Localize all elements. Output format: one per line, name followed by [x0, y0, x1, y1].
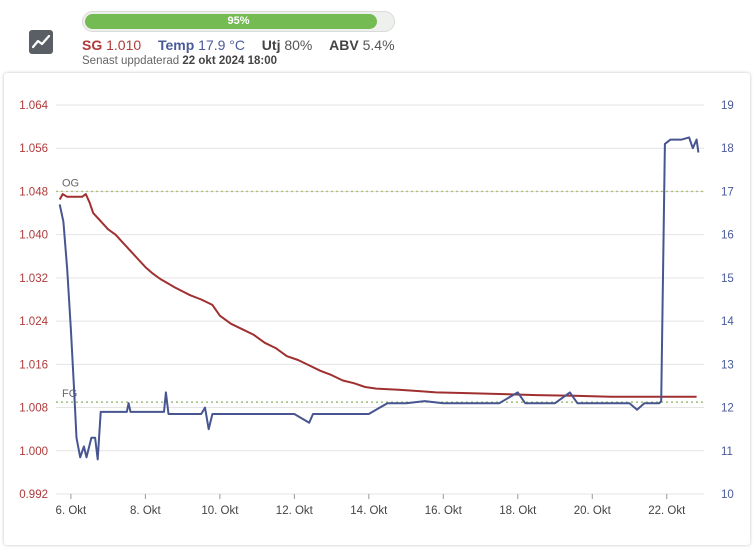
y-right-tick-label: 15 — [721, 273, 734, 285]
y-right-tick-label: 18 — [721, 143, 734, 155]
fermentation-chart[interactable]: 1.064 1.056 1.048 1.040 1.032 1.024 1.016 1.008… — [4, 73, 750, 545]
y-left-tick-label: 1.048 — [19, 186, 48, 198]
x-tick-label: 16. Okt — [425, 505, 463, 517]
stats-row: SG 1.010 Temp 17.9 °C Utj 80% ABV 5.4% — [82, 37, 395, 53]
last-updated-prefix: Senast uppdaterad — [82, 55, 180, 67]
progress-label: 95% — [227, 15, 250, 27]
x-tick-label: 6. Okt — [56, 505, 87, 517]
series-line-temp — [58, 136, 700, 461]
y-left-tick-label: 1.016 — [19, 359, 48, 371]
stat-utj-label: Utj — [261, 37, 281, 53]
y-right-tick-label: 14 — [721, 316, 734, 328]
progress-fill — [85, 14, 377, 29]
y-left-tick-label: 1.040 — [19, 230, 48, 242]
y-left-tick-label: 1.064 — [19, 100, 48, 112]
y-right-tick-label: 16 — [721, 230, 734, 242]
y-left-tick-label: 1.000 — [19, 446, 48, 458]
y-left-tick-label: 1.024 — [19, 316, 48, 328]
y-left-tick-label: 1.032 — [19, 273, 48, 285]
series-line-sg — [58, 193, 697, 398]
x-tick-label: 20. Okt — [574, 505, 612, 517]
stat-sg-value: 1.010 — [106, 37, 142, 53]
last-updated: Senast uppdaterad 22 okt 2024 18:00 — [82, 55, 277, 67]
y-right-tick-label: 17 — [721, 186, 734, 198]
stat-temp-label: Temp — [157, 37, 195, 53]
stat-utj-value: 80% — [284, 37, 313, 53]
y-right-tick-label: 19 — [721, 100, 734, 112]
stat-abv-value: 5.4% — [362, 37, 395, 53]
x-tick-label: 18. Okt — [499, 505, 537, 517]
y-right-tick-label: 12 — [721, 403, 734, 415]
stat-sg-label: SG — [82, 37, 103, 53]
reference-label-og: OG — [62, 177, 79, 189]
y-right-tick-label: 10 — [721, 489, 734, 501]
last-updated-value: 22 okt 2024 18:00 — [182, 55, 278, 67]
progress-bar: 95% — [82, 11, 395, 32]
stat-temp-value: 17.9 °C — [198, 37, 246, 53]
stat-abv-label: ABV — [329, 37, 359, 53]
y-right-tick-label: 13 — [721, 359, 734, 371]
chart-card: 1.064 1.056 1.048 1.040 1.032 1.024 1.016 1.008… — [4, 73, 750, 545]
y-right-tick-label: 11 — [721, 446, 733, 458]
x-tick-label: 22. Okt — [648, 505, 686, 517]
x-tick-label: 12. Okt — [276, 505, 314, 517]
x-tick-label: 8. Okt — [130, 505, 161, 517]
line-chart-icon[interactable] — [29, 30, 53, 54]
x-tick-label: 14. Okt — [350, 505, 388, 517]
y-left-tick-label: 1.056 — [19, 143, 48, 155]
y-left-tick-label: 1.008 — [19, 403, 48, 415]
x-tick-label: 10. Okt — [201, 505, 239, 517]
header: 95% SG 1.010 Temp 17.9 °C Utj 80% ABV 5.… — [0, 0, 756, 72]
y-left-tick-label: 0.992 — [19, 489, 48, 501]
